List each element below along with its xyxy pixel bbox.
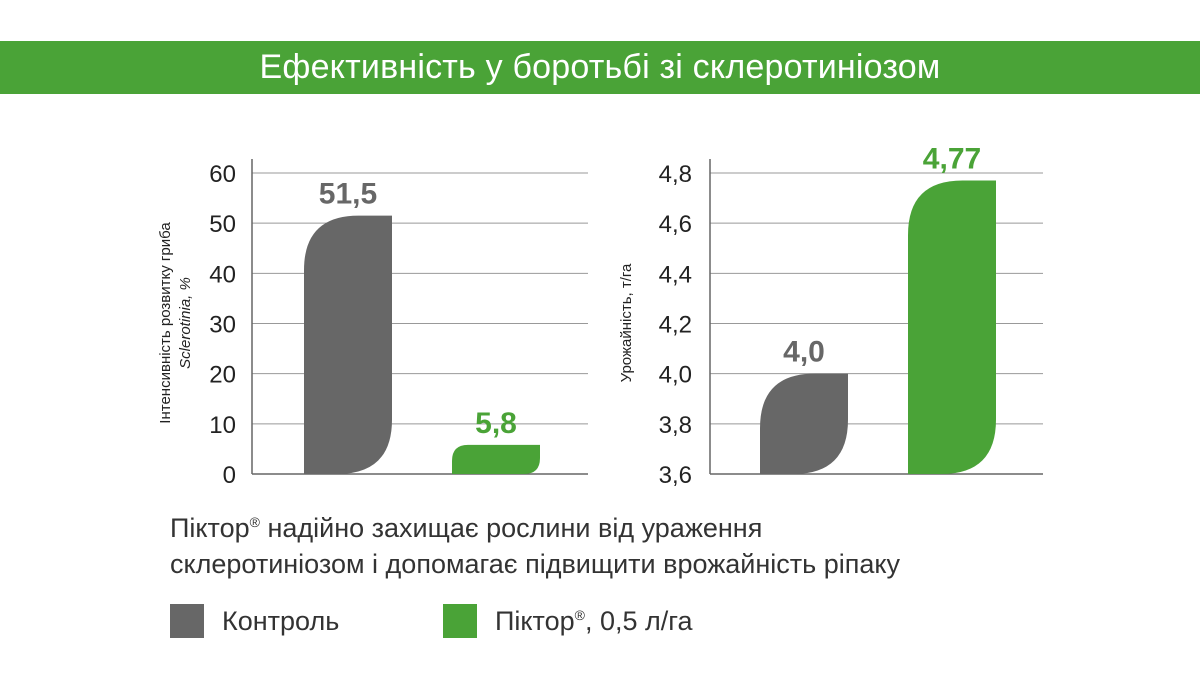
caption-line-1: Піктор® надійно захищає рослини від ураж… xyxy=(170,510,1070,546)
y-axis-label: Урожайність, т/га xyxy=(618,263,635,382)
y-tick-label: 4,6 xyxy=(659,211,692,238)
y-tick-label: 3,6 xyxy=(659,462,692,489)
bar-pictor xyxy=(908,180,996,474)
y-tick-label: 4,4 xyxy=(659,261,692,288)
y-tick-label: 10 xyxy=(209,412,236,439)
caption-registered-mark: ® xyxy=(249,514,260,530)
caption: Піктор® надійно захищає рослини від ураж… xyxy=(170,510,1070,582)
legend-swatch-control xyxy=(170,604,204,638)
y-tick-label: 60 xyxy=(209,161,236,188)
bar-control xyxy=(760,373,848,474)
caption-text-1: надійно захищає рослини від ураження xyxy=(259,513,763,543)
y-tick-label: 30 xyxy=(209,312,236,339)
data-label-pictor: 4,77 xyxy=(923,143,981,176)
y-tick-label: 0 xyxy=(223,462,236,489)
bar-control xyxy=(304,215,392,474)
caption-line-2: склеротиніозом і допомагає підвищити вро… xyxy=(170,549,900,579)
legend-swatch-pictor xyxy=(443,604,477,638)
data-label-pictor: 5,8 xyxy=(475,407,517,440)
y-tick-label: 4,8 xyxy=(659,161,692,188)
legend-item-control: Контроль xyxy=(170,603,339,639)
title-banner: Ефективність у боротьбі зі склеротиніозо… xyxy=(0,41,1200,94)
data-label-control: 4,0 xyxy=(783,336,825,369)
caption-brand: Піктор xyxy=(170,513,250,543)
y-tick-label: 4,0 xyxy=(659,362,692,389)
y-axis-label: Інтенсивність розвитку гриба xyxy=(157,222,174,424)
bar-pictor xyxy=(452,444,540,474)
y-tick-label: 3,8 xyxy=(659,412,692,439)
y-tick-label: 50 xyxy=(209,211,236,238)
legend-label-control: Контроль xyxy=(222,605,340,636)
y-axis-label-2: Sclerotinia, % xyxy=(177,277,194,369)
legend-item-pictor: Піктор®, 0,5 л/га xyxy=(443,603,693,639)
y-tick-label: 40 xyxy=(209,261,236,288)
page-title: Ефективність у боротьбі зі склеротиніозо… xyxy=(259,48,941,86)
y-tick-label: 20 xyxy=(209,362,236,389)
data-label-control: 51,5 xyxy=(319,178,377,211)
legend-label-pictor: Піктор®, 0,5 л/га xyxy=(495,605,693,636)
y-tick-label: 4,2 xyxy=(659,312,692,339)
